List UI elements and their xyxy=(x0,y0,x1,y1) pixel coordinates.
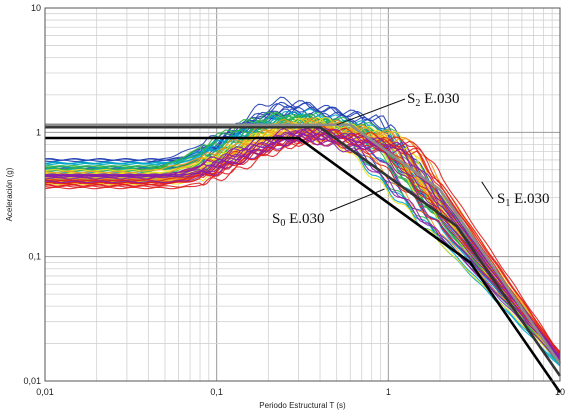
annotation-leader-line xyxy=(481,181,494,200)
record-spectrum-line xyxy=(44,127,561,363)
record-spectrum-line xyxy=(44,111,561,358)
record-spectrum-line xyxy=(44,111,561,361)
y-tick-label: 0,1 xyxy=(28,252,41,262)
record-spectrum-line xyxy=(44,108,561,361)
x-tick-label: 10 xyxy=(555,387,565,397)
annotation-leader-line xyxy=(329,188,385,212)
record-spectrum-line xyxy=(44,131,561,358)
tick-labels: 0,01 0,1 1 10 0,01 0,1 1 10 xyxy=(23,3,565,397)
record-spectrum-line xyxy=(44,118,561,365)
y-axis-label: Aceleración (g) xyxy=(5,167,14,221)
annotation-label: S1 E.030 xyxy=(497,191,550,209)
plot-frame xyxy=(44,7,561,382)
code-spectra xyxy=(45,123,562,394)
record-spectrum-line xyxy=(44,108,561,362)
grid-lines xyxy=(44,8,560,382)
record-spectrum-line xyxy=(44,114,561,366)
x-tick-label: 0,01 xyxy=(36,387,54,397)
record-spectrum-line xyxy=(44,117,561,361)
y-tick-label: 10 xyxy=(31,3,41,13)
record-spectrum-line xyxy=(44,128,561,358)
y-tick-label: 0,01 xyxy=(23,376,41,386)
annotation-label: S2 E.030 xyxy=(407,91,460,109)
record-spectrum-line xyxy=(44,114,561,367)
record-spectrum-line xyxy=(44,134,561,363)
y-tick-label: 1 xyxy=(36,127,41,137)
record-spectrum-line xyxy=(44,117,561,362)
code-spectrum-line xyxy=(45,125,562,377)
record-spectrum-line xyxy=(44,108,561,362)
record-spectrum-line xyxy=(44,118,561,364)
record-spectrum-line xyxy=(45,133,561,356)
record-spectrum-line xyxy=(44,116,561,363)
record-spectrum-line xyxy=(44,115,561,366)
record-spectrum-line xyxy=(44,111,561,358)
annotations: S2 E.030 S1 E.030 S0 E.030 xyxy=(272,91,550,229)
annotation-leader-line xyxy=(336,98,406,126)
record-spectrum-line xyxy=(44,116,561,358)
x-axis-label: Periodo Estructural T (s) xyxy=(259,401,346,410)
annotation-label: S0 E.030 xyxy=(272,211,325,229)
record-spectrum-line xyxy=(44,117,561,365)
x-tick-label: 0,1 xyxy=(210,387,223,397)
x-tick-label: 1 xyxy=(386,387,391,397)
code-spectrum-line xyxy=(45,123,562,365)
record-spectrum-line xyxy=(44,106,561,363)
record-spectrum-line xyxy=(44,125,561,357)
record-spectrum-line xyxy=(44,134,561,356)
record-spectrum-line xyxy=(44,119,561,355)
code-spectrum-line xyxy=(45,136,562,394)
